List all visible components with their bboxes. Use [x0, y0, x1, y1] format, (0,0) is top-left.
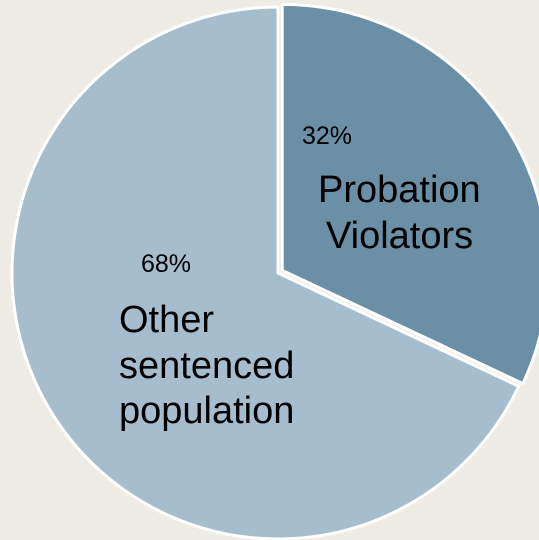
slice-name-label-other: Other sentenced population — [119, 298, 294, 435]
slice-name-line: Probation — [318, 169, 481, 211]
pie-slice-probation-violators — [280, 2, 539, 386]
slice-value-label-other: 68% — [141, 250, 192, 278]
slice-name-line: sentenced — [119, 344, 295, 387]
pie-slice-other-sentenced-population — [10, 5, 521, 540]
slice-name-line: Other — [119, 299, 215, 341]
slice-value-label-probation: 32% — [302, 122, 353, 150]
slice-name-label-probation: Probation Violators — [318, 168, 481, 259]
slice-name-line: Violators — [326, 214, 474, 257]
slice-name-line: population — [119, 390, 295, 433]
